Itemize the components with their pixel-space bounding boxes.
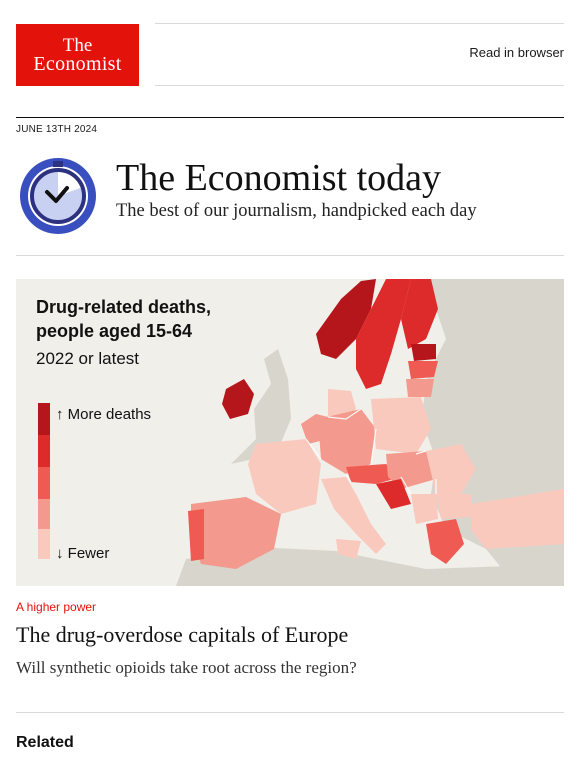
map-legend: ↑ More deaths ↓ Fewer [38,403,151,562]
legend-fewer: ↓ Fewer [56,545,109,562]
section-rule [16,255,564,256]
sweden-map-shape [356,279,411,389]
related-heading: Related [16,734,74,751]
header-bottom-rule [155,85,564,86]
logo-line-1: The [62,35,93,56]
article-kicker: A higher power [16,600,97,614]
map-subtitle: 2022 or latest [36,349,139,368]
italy-map-shape [321,477,386,554]
spain-map-shape [191,497,281,569]
newsletter-title: The Economist today [116,157,442,199]
map-title-line-2: people aged 15-64 [36,321,192,341]
header-top-rule [155,23,564,24]
romania-map-shape [426,444,476,494]
legend-swatch-3 [38,467,50,499]
article-headline-link[interactable]: The drug-overdose capitals of Europe [16,622,349,647]
read-in-browser-link[interactable]: Read in browser [469,45,564,60]
newsletter-subtitle: The best of our journalism, handpicked e… [116,201,477,221]
article-standfirst: Will synthetic opioids take root across … [16,658,357,677]
germany-map-shape [318,409,376,474]
legend-more-deaths: ↑ More deaths [56,406,151,423]
issue-date: JUNE 13TH 2024 [16,124,98,135]
uk-map-shape [231,349,291,464]
ireland-map-shape [222,379,254,419]
map-title-line-1: Drug-related deaths, [36,297,211,317]
stopwatch-icon [20,158,96,234]
turkey-map-shape [471,489,564,549]
finland-map-shape [401,279,438,349]
greece-map-shape [426,519,464,564]
legend-swatch-5 [38,529,50,559]
related-rule [16,712,564,713]
legend-swatch-2 [38,435,50,467]
norway-map-shape [316,279,376,359]
economist-logo[interactable]: The Economist [16,24,139,86]
logo-line-2: Economist [33,53,122,75]
legend-swatch-1 [38,403,50,435]
legend-swatch-4 [38,499,50,529]
poland-map-shape [371,397,431,454]
croatia-map-shape [376,479,411,509]
france-map-shape [248,439,321,514]
masthead-rule [16,117,564,118]
europe-map-image[interactable]: Drug-related deaths, people aged 15-64 2… [16,279,564,586]
